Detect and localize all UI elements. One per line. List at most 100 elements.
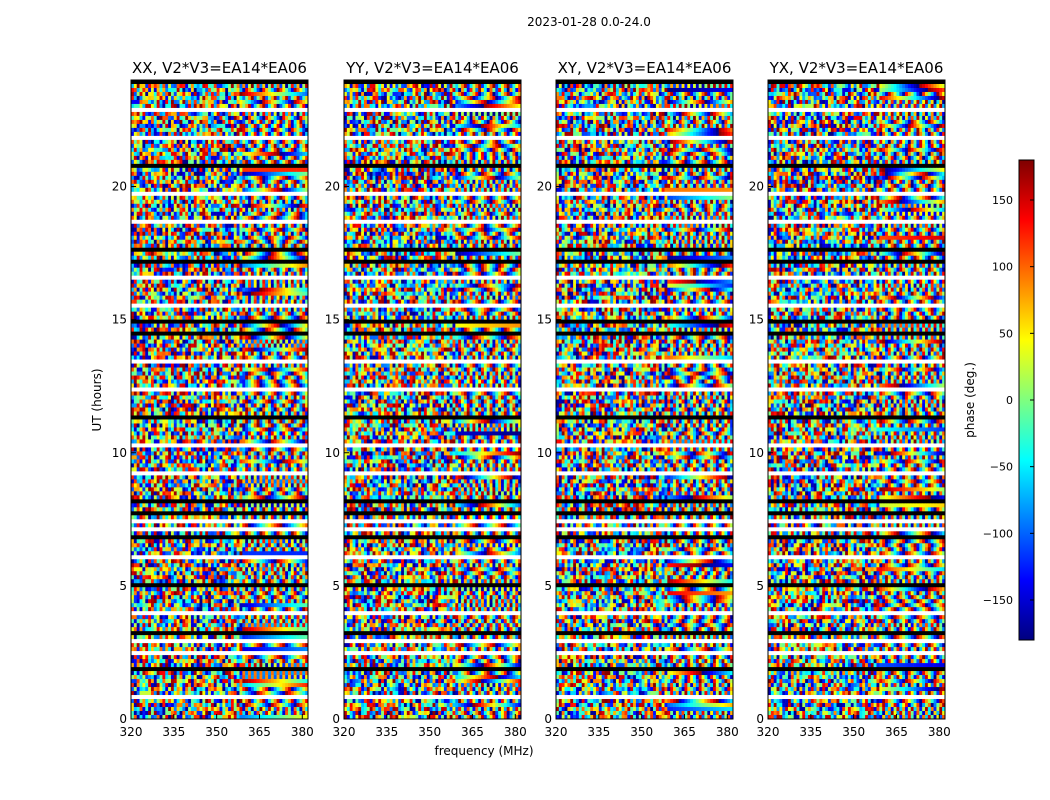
heatmap-cell: [234, 224, 237, 228]
heatmap-cell: [254, 92, 257, 96]
heatmap-cell: [142, 400, 145, 404]
heatmap-cell: [200, 244, 203, 248]
heatmap-cell: [291, 340, 294, 344]
heatmap-cell: [239, 116, 242, 120]
heatmap-cell: [211, 435, 214, 439]
heatmap-cell: [148, 188, 151, 192]
heatmap-cell: [285, 244, 288, 248]
heatmap-cell: [239, 411, 242, 415]
heatmap-cell: [142, 411, 145, 415]
heatmap-cell: [259, 112, 262, 116]
heatmap-cell: [185, 84, 188, 88]
heatmap-cell: [157, 264, 160, 268]
heatmap-cell: [302, 431, 305, 435]
heatmap-cell: [245, 168, 248, 172]
heatmap-cell: [211, 407, 214, 411]
heatmap-cell: [168, 344, 171, 348]
heatmap-cell: [262, 316, 265, 320]
heatmap-cell: [188, 364, 191, 368]
heatmap-cell: [297, 200, 300, 204]
heatmap-cell: [154, 348, 157, 352]
heatmap-cell: [188, 196, 191, 200]
heatmap-cell: [205, 140, 208, 144]
heatmap-cell: [137, 272, 140, 276]
heatmap-cell: [245, 427, 248, 431]
heatmap-cell: [271, 188, 274, 192]
heatmap-cell: [217, 447, 220, 451]
heatmap-cell: [148, 228, 151, 232]
heatmap-cell: [257, 431, 260, 435]
heatmap-cell: [157, 232, 160, 236]
heatmap-cell: [205, 200, 208, 204]
heatmap-cell: [220, 280, 223, 284]
heatmap-cell: [268, 264, 271, 268]
heatmap-cell: [191, 300, 194, 304]
heatmap-cell: [245, 240, 248, 244]
heatmap-cell: [285, 392, 288, 396]
heatmap-cell: [182, 376, 185, 380]
heatmap-cell: [177, 403, 180, 407]
heatmap-cell: [274, 208, 277, 212]
heatmap-cell: [259, 292, 262, 296]
heatmap-cell: [228, 268, 231, 272]
heatmap-cell: [191, 100, 194, 104]
heatmap-cell: [194, 252, 197, 256]
heatmap-cell: [268, 112, 271, 116]
heatmap-cell: [271, 451, 274, 455]
heatmap-cell: [262, 152, 265, 156]
heatmap-cell: [228, 196, 231, 200]
heatmap-cell: [234, 439, 237, 443]
heatmap-cell: [231, 256, 234, 260]
heatmap-cell: [279, 431, 282, 435]
heatmap-cell: [211, 84, 214, 88]
heatmap-cell: [231, 427, 234, 431]
heatmap-cell: [291, 435, 294, 439]
heatmap-cell: [188, 224, 191, 228]
heatmap-cell: [177, 463, 180, 467]
heatmap-cell: [302, 396, 305, 400]
heatmap-cell: [162, 148, 165, 152]
heatmap-cell: [291, 100, 294, 104]
heatmap-cell: [271, 236, 274, 240]
heatmap-cell: [299, 340, 302, 344]
heatmap-cell: [291, 392, 294, 396]
heatmap-cell: [200, 196, 203, 200]
heatmap-cell: [288, 396, 291, 400]
heatmap-cell: [194, 419, 197, 423]
heatmap-cell: [217, 419, 220, 423]
heatmap-cell: [234, 208, 237, 212]
heatmap-cell: [148, 431, 151, 435]
heatmap-cell: [165, 84, 168, 88]
heatmap-cell: [140, 439, 143, 443]
heatmap-cell: [242, 212, 245, 216]
heatmap-cell: [208, 368, 211, 372]
heatmap-cell: [208, 419, 211, 423]
heatmap-cell: [154, 419, 157, 423]
heatmap-cell: [211, 372, 214, 376]
heatmap-cell: [160, 104, 163, 108]
heatmap-cell: [239, 148, 242, 152]
heatmap-cell: [242, 216, 245, 220]
heatmap-cell: [211, 256, 214, 260]
heatmap-cell: [302, 224, 305, 228]
heatmap-cell: [157, 160, 160, 164]
heatmap-cell: [194, 244, 197, 248]
heatmap-cell: [174, 308, 177, 312]
heatmap-cell: [140, 116, 143, 120]
heatmap-cell: [299, 188, 302, 192]
heatmap-cell: [234, 244, 237, 248]
heatmap-cell: [168, 407, 171, 411]
heatmap-cell: [174, 228, 177, 232]
heatmap-cell: [197, 380, 200, 384]
heatmap-cell: [302, 427, 305, 431]
heatmap-cell: [148, 148, 151, 152]
heatmap-cell: [282, 96, 285, 100]
heatmap-cell: [174, 451, 177, 455]
heatmap-cell: [299, 212, 302, 216]
heatmap-cell: [294, 144, 297, 148]
heatmap-cell: [242, 300, 245, 304]
heatmap-cell: [200, 400, 203, 404]
heatmap-cell: [160, 380, 163, 384]
heatmap-cell: [225, 316, 228, 320]
heatmap-cell: [220, 156, 223, 160]
